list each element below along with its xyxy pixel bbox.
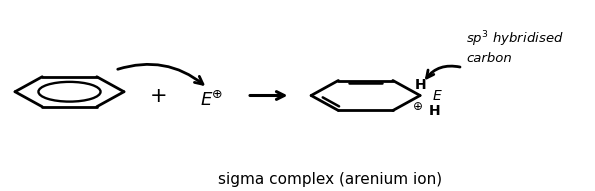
Text: E$^{\oplus}$: E$^{\oplus}$ — [200, 91, 223, 110]
Text: sigma complex (arenium ion): sigma complex (arenium ion) — [218, 172, 442, 187]
Text: E: E — [433, 88, 442, 103]
Text: +: + — [149, 86, 167, 105]
Text: H: H — [414, 78, 426, 92]
Text: $sp^3$ hybridised
carbon: $sp^3$ hybridised carbon — [466, 30, 564, 65]
Text: $\oplus$: $\oplus$ — [412, 100, 422, 113]
Text: H: H — [428, 104, 440, 117]
